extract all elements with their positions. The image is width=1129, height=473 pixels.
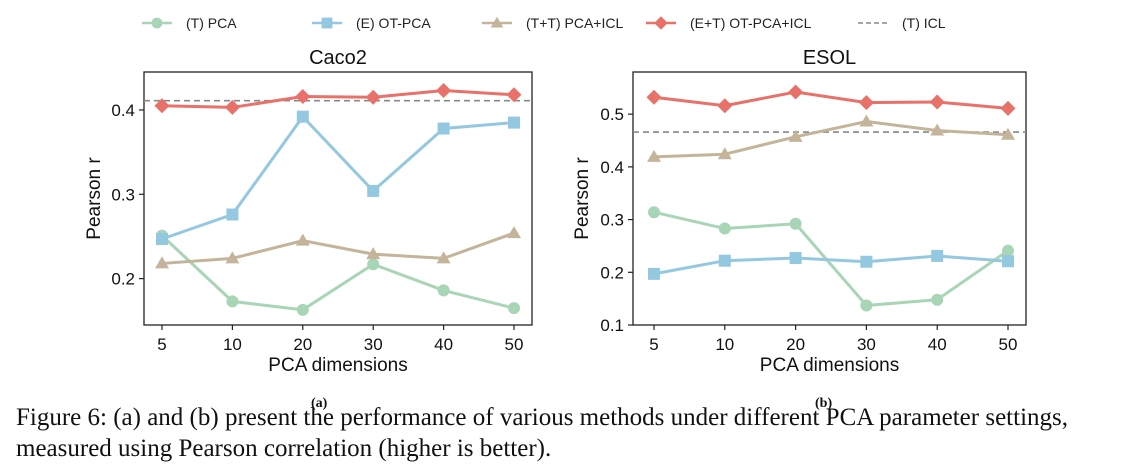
data-point-e-ot-pca bbox=[931, 249, 944, 262]
legend-marker-e-t-ot-pca-icl bbox=[654, 16, 668, 30]
data-point-e-t-ot-pca-icl bbox=[646, 89, 662, 105]
series-line-t-pca bbox=[160, 234, 515, 312]
plot-frame bbox=[632, 71, 1027, 326]
data-point-t-t-pca-icl bbox=[225, 251, 240, 264]
data-point-e-t-ot-pca-icl bbox=[224, 99, 240, 115]
x-tick-label: 50 bbox=[505, 335, 524, 354]
x-axis-label: PCA dimensions bbox=[268, 355, 407, 376]
data-point-t-t-pca-icl bbox=[788, 129, 803, 142]
y-tick-label: 0.2 bbox=[111, 270, 135, 289]
data-point-t-t-pca-icl bbox=[155, 256, 169, 269]
data-point-t-pca bbox=[860, 299, 873, 312]
legend-label-t-icl: (T) ICL bbox=[902, 15, 946, 31]
x-tick-label: 10 bbox=[715, 335, 734, 354]
y-axis-label: Pearson r bbox=[84, 157, 105, 240]
series-line-e-ot-pca bbox=[161, 114, 515, 241]
chart-title: ESOL bbox=[803, 47, 856, 69]
series-line-e-t-ot-pca-icl bbox=[653, 90, 1009, 110]
x-tick-label: 40 bbox=[434, 335, 453, 354]
figure-caption: Figure 6: (a) and (b) present the perfor… bbox=[16, 404, 1068, 462]
series-line-t-t-pca-icl bbox=[161, 231, 515, 265]
chart-esol: ESOL 0.1 0.2 0.3 0.4 0.5 5 10 20 30 40 50 PCA dimens… bbox=[572, 47, 1027, 376]
y-tick-label: 0.5 bbox=[600, 105, 624, 124]
y-axis-label: Pearson r bbox=[572, 157, 593, 240]
y-tick-label: 0.4 bbox=[600, 158, 624, 177]
data-point-e-t-ot-pca-icl bbox=[929, 94, 945, 110]
legend-label-t-pca: (T) PCA bbox=[186, 15, 237, 31]
data-point-e-t-ot-pca-icl bbox=[506, 87, 522, 103]
legend-marker-t-pca bbox=[151, 17, 163, 29]
x-tick-label: 5 bbox=[157, 335, 166, 354]
data-point-t-t-pca-icl bbox=[930, 123, 945, 136]
data-point-e-ot-pca bbox=[508, 116, 520, 129]
data-point-t-pca bbox=[296, 303, 309, 316]
series-line-e-t-ot-pca-icl bbox=[161, 89, 515, 109]
subfigure-label-b: (b) bbox=[815, 396, 833, 411]
x-tick-label: 30 bbox=[857, 335, 876, 354]
data-point-t-pca bbox=[508, 302, 520, 315]
legend-label-e-ot-pca: (E) OT-PCA bbox=[356, 15, 431, 31]
data-point-e-ot-pca bbox=[226, 208, 239, 221]
data-point-e-ot-pca bbox=[296, 110, 309, 123]
chart-caco2: Caco2 0.2 0.3 0.4 5 10 20 30 40 50 PCA dimensions P… bbox=[84, 47, 533, 376]
data-point-t-pca bbox=[226, 295, 239, 308]
series-line-e-ot-pca bbox=[653, 254, 1009, 276]
data-point-e-ot-pca bbox=[367, 184, 380, 197]
y-tick-label: 0.3 bbox=[600, 211, 624, 230]
data-point-e-t-ot-pca-icl bbox=[436, 83, 452, 99]
data-point-e-ot-pca bbox=[1002, 255, 1014, 268]
data-point-t-pca bbox=[718, 222, 731, 235]
data-point-e-t-ot-pca-icl bbox=[154, 98, 170, 114]
data-point-t-pca bbox=[648, 206, 660, 219]
data-point-e-ot-pca bbox=[156, 232, 168, 245]
x-tick-label: 40 bbox=[928, 335, 947, 354]
x-axis-label: PCA dimensions bbox=[760, 355, 899, 376]
data-point-t-t-pca-icl bbox=[436, 251, 451, 264]
data-point-e-ot-pca bbox=[437, 122, 450, 135]
chart-title: Caco2 bbox=[309, 47, 367, 69]
x-tick-label: 50 bbox=[999, 335, 1018, 354]
data-point-e-t-ot-pca-icl bbox=[295, 88, 311, 104]
x-tick-label: 20 bbox=[293, 335, 312, 354]
data-point-e-ot-pca bbox=[789, 252, 802, 265]
data-point-e-t-ot-pca-icl bbox=[788, 84, 804, 100]
x-tick-label: 10 bbox=[223, 335, 242, 354]
data-point-t-t-pca-icl bbox=[366, 247, 381, 260]
y-tick-label: 0.3 bbox=[111, 185, 135, 204]
data-point-e-ot-pca bbox=[860, 255, 873, 268]
data-point-t-t-pca-icl bbox=[717, 147, 732, 160]
data-point-t-t-pca-icl bbox=[647, 149, 661, 162]
y-tick-label: 0.1 bbox=[600, 316, 624, 335]
data-point-e-t-ot-pca-icl bbox=[717, 98, 733, 114]
chart-legend: (T) PCA (E) OT-PCA (T+T) PCA+ICL (E+T) OT-P… bbox=[142, 15, 946, 31]
legend-marker-e-ot-pca bbox=[321, 17, 333, 29]
legend-label-e-t-ot-pca-icl: (E+T) OT-PCA+ICL bbox=[690, 15, 812, 31]
data-point-t-pca bbox=[789, 217, 802, 230]
series-line-t-pca bbox=[653, 210, 1009, 308]
data-point-t-t-pca-icl bbox=[859, 114, 874, 127]
data-point-e-t-ot-pca-icl bbox=[858, 95, 874, 111]
data-point-t-t-pca-icl bbox=[1001, 127, 1015, 140]
data-point-e-t-ot-pca-icl bbox=[365, 89, 381, 105]
y-tick-label: 0.2 bbox=[600, 263, 624, 282]
data-point-t-pca bbox=[437, 284, 450, 297]
data-point-t-t-pca-icl bbox=[507, 226, 521, 239]
data-point-e-t-ot-pca-icl bbox=[1000, 100, 1016, 116]
data-point-t-pca bbox=[931, 293, 944, 306]
y-tick-label: 0.4 bbox=[111, 101, 135, 120]
data-point-e-ot-pca bbox=[718, 254, 731, 267]
series-line-t-t-pca-icl bbox=[653, 120, 1009, 159]
x-tick-label: 20 bbox=[786, 335, 805, 354]
data-point-e-ot-pca bbox=[648, 267, 660, 280]
subfigure-label-a: (a) bbox=[311, 396, 328, 411]
legend-marker-t-t-pca-icl bbox=[490, 16, 504, 28]
x-tick-label: 5 bbox=[649, 335, 658, 354]
x-tick-label: 30 bbox=[364, 335, 383, 354]
legend-label-t-t-pca-icl: (T+T) PCA+ICL bbox=[526, 15, 623, 31]
data-point-t-pca bbox=[367, 258, 380, 271]
plot-frame bbox=[143, 71, 533, 326]
data-point-t-pca bbox=[1002, 244, 1014, 257]
data-point-t-t-pca-icl bbox=[295, 233, 310, 246]
